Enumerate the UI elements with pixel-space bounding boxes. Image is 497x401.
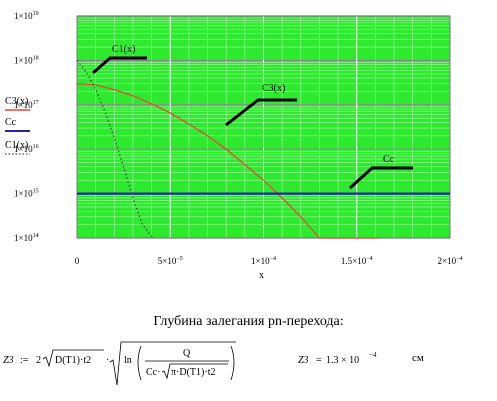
y-tick-labels: 1×1014 1×1015 1×1016 1×1017 1×1018 1×1019 bbox=[14, 11, 39, 243]
legend: C3(x) Cc C1(x) bbox=[5, 96, 30, 155]
result-eq: = bbox=[316, 355, 322, 366]
y-tick-label: 1×1018 bbox=[14, 55, 39, 65]
x-tick-label: 1×10−4 bbox=[251, 256, 276, 266]
concentration-chart: C1(x) C3(x) Cc C3(x) Cc C1(x) 1×10141×10… bbox=[5, 11, 463, 281]
series-layer bbox=[76, 59, 450, 239]
paren-left bbox=[137, 345, 142, 381]
legend-label-c1: C1(x) bbox=[5, 140, 28, 151]
formula-ln: ln bbox=[124, 355, 132, 366]
x-tick-label: 0 bbox=[75, 256, 80, 266]
formula-lhs: Z3 bbox=[3, 355, 14, 366]
legend-label-cc: Cc bbox=[5, 117, 17, 128]
y-tick-label: 1×1016 bbox=[14, 144, 39, 154]
annotation-c1: C1(x) bbox=[112, 44, 135, 55]
caption: Глубина залегания pn-перехода: bbox=[153, 314, 344, 329]
formula-den-sqrt: π·D(T1)·t2 bbox=[171, 367, 215, 378]
formula-assign: := bbox=[20, 355, 29, 366]
sqrt-sign-3 bbox=[161, 363, 228, 380]
x-tick-exponent: −4 bbox=[456, 256, 462, 262]
series-line-c3x bbox=[76, 82, 380, 239]
x-tick-exponent: −4 bbox=[366, 256, 372, 262]
sqrt-sign-2 bbox=[109, 341, 236, 386]
x-tick-exponent: −4 bbox=[270, 256, 276, 262]
legend-label-c3: C3(x) bbox=[5, 96, 28, 107]
unit-label: см bbox=[412, 352, 424, 364]
paren-right bbox=[230, 345, 235, 381]
result-value: 1.3 × 10 bbox=[326, 355, 359, 366]
x-tick-label: 2×10−4 bbox=[438, 256, 463, 266]
formula-coef: 2 bbox=[36, 355, 41, 366]
formula-sqrt-d: D(T1)·t2 bbox=[55, 355, 91, 366]
x-tick-label: 5×10−5 bbox=[158, 256, 183, 266]
junction-depth-formula: Z3 := 2 D(T1)·t2 · ln Q Cc· π·D(T1)·t2 Z… bbox=[3, 341, 424, 386]
y-tick-exponent: 15 bbox=[33, 189, 39, 195]
x-tick-exponent: −5 bbox=[176, 256, 182, 262]
formula-numerator: Q bbox=[183, 348, 191, 359]
sqrt-sign-1 bbox=[42, 349, 104, 368]
plot-frame bbox=[76, 15, 451, 239]
y-tick-label: 1×1019 bbox=[14, 11, 39, 21]
y-tick-exponent: 17 bbox=[33, 100, 39, 106]
result-exponent: −4 bbox=[369, 351, 377, 359]
y-tick-exponent: 19 bbox=[33, 11, 39, 17]
y-tick-label: 1×1014 bbox=[14, 233, 39, 243]
annotation-leader-c1 bbox=[92, 56, 147, 75]
x-tick-labels: 0 5×10−5 1×10−4 1.5×10−4 2×10−4 bbox=[75, 256, 463, 266]
annotation-cc: Cc bbox=[383, 154, 395, 165]
result-lhs: Z3 bbox=[298, 355, 309, 366]
series-line-c1x bbox=[76, 59, 155, 239]
y-tick-exponent: 14 bbox=[33, 233, 39, 239]
formula-dot: · bbox=[106, 355, 109, 366]
y-tick-label: 1×1017 bbox=[14, 100, 39, 110]
annotation-c3: C3(x) bbox=[262, 83, 285, 94]
x-tick-label: 1.5×10−4 bbox=[341, 256, 373, 266]
annotation-leader-c3 bbox=[225, 98, 297, 127]
formula-den-a: Cc· bbox=[146, 367, 160, 378]
y-tick-exponent: 16 bbox=[33, 144, 39, 150]
x-axis-label: x bbox=[259, 270, 264, 281]
y-tick-exponent: 18 bbox=[33, 55, 39, 61]
annotation-leader-cc bbox=[348, 166, 413, 190]
y-tick-label: 1×1015 bbox=[14, 189, 39, 199]
